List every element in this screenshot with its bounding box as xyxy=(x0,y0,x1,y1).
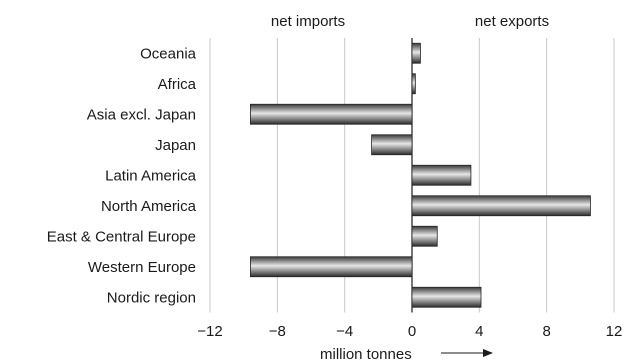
header-net-exports: net exports xyxy=(475,13,549,30)
x-tick-label: 0 xyxy=(408,323,416,340)
x-tick-label: 8 xyxy=(542,323,550,340)
category-label: East & Central Europe xyxy=(47,228,196,245)
category-label: Oceania xyxy=(140,45,197,62)
x-tick-label: −8 xyxy=(269,323,286,340)
bar xyxy=(249,256,413,278)
x-tick-label: −12 xyxy=(197,323,222,340)
bar xyxy=(249,103,413,125)
bar xyxy=(371,134,413,156)
category-labels: Oceania Africa Asia excl. Japan Japan Latin … xyxy=(47,45,197,306)
x-axis-arrow xyxy=(441,349,493,357)
bar xyxy=(411,195,591,217)
category-label: Africa xyxy=(158,76,197,93)
bar xyxy=(411,164,472,186)
bar xyxy=(411,286,482,308)
bar xyxy=(411,225,438,247)
x-tick-label: −4 xyxy=(336,323,353,340)
category-label: Western Europe xyxy=(88,259,196,276)
category-label: North America xyxy=(101,198,197,215)
bar xyxy=(411,42,421,64)
category-label: Nordic region xyxy=(107,289,196,306)
category-label: Latin America xyxy=(105,167,197,184)
category-label: Asia excl. Japan xyxy=(87,106,196,123)
header-net-imports: net imports xyxy=(271,13,345,30)
x-tick-label: 4 xyxy=(475,323,483,340)
x-axis-label: million tonnes xyxy=(320,346,412,363)
x-tick-label: 12 xyxy=(606,323,623,340)
x-tick-labels: −12 −8 −4 0 4 8 12 xyxy=(197,323,622,340)
bars xyxy=(249,42,591,308)
category-label: Japan xyxy=(155,137,196,154)
bar xyxy=(411,73,416,95)
